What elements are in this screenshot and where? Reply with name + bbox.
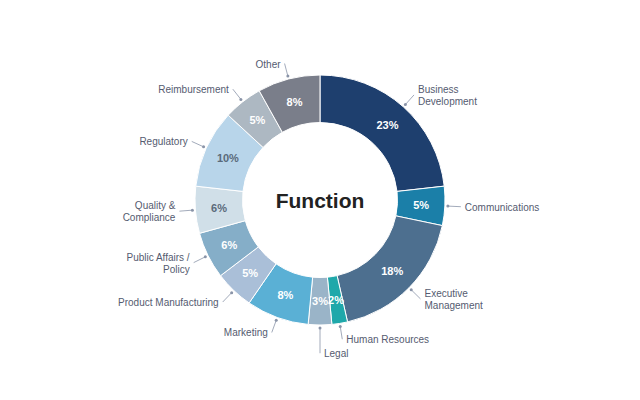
svg-text:Function: Function <box>276 189 365 212</box>
svg-text:Product Manufacturing: Product Manufacturing <box>118 297 219 308</box>
svg-text:Other: Other <box>256 58 282 69</box>
svg-text:8%: 8% <box>277 289 293 301</box>
svg-text:Public Affairs /Policy: Public Affairs /Policy <box>126 251 189 274</box>
svg-text:5%: 5% <box>413 199 429 211</box>
svg-text:Marketing: Marketing <box>224 327 268 338</box>
svg-text:8%: 8% <box>287 96 303 108</box>
svg-text:ExecutiveManagement: ExecutiveManagement <box>424 287 483 310</box>
svg-text:5%: 5% <box>249 114 265 126</box>
svg-text:18%: 18% <box>381 265 403 277</box>
svg-text:Communications: Communications <box>465 201 539 212</box>
svg-text:BusinessDevelopment: BusinessDevelopment <box>418 83 477 106</box>
svg-text:Reimbursement: Reimbursement <box>158 84 229 95</box>
svg-text:6%: 6% <box>221 239 237 251</box>
svg-text:5%: 5% <box>242 267 258 279</box>
svg-text:Human Resources: Human Resources <box>346 334 429 345</box>
svg-text:Regulatory: Regulatory <box>139 136 187 147</box>
svg-text:Legal: Legal <box>324 348 348 359</box>
svg-text:Quality &Compliance: Quality &Compliance <box>123 200 176 223</box>
svg-text:10%: 10% <box>217 152 239 164</box>
svg-text:6%: 6% <box>211 202 227 214</box>
svg-text:2%: 2% <box>328 294 344 306</box>
svg-text:23%: 23% <box>376 119 398 131</box>
svg-text:3%: 3% <box>312 295 328 307</box>
